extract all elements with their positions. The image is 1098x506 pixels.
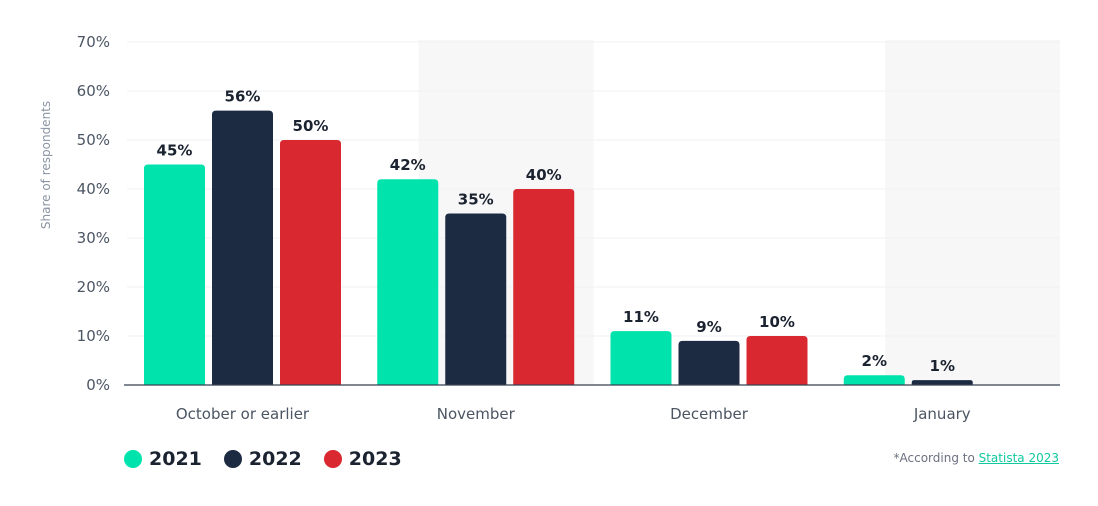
data-label: 9% bbox=[696, 318, 721, 336]
legend-item: 2022 bbox=[223, 448, 302, 470]
y-tick-label: 20% bbox=[77, 278, 110, 296]
x-tick-label: November bbox=[437, 405, 516, 423]
bar bbox=[746, 336, 808, 385]
data-label: 42% bbox=[390, 156, 426, 174]
y-tick-label: 50% bbox=[77, 131, 110, 149]
legend-swatch bbox=[323, 450, 342, 468]
x-tick-label: January bbox=[913, 405, 971, 423]
y-tick-label: 70% bbox=[77, 33, 110, 51]
legend-item: 2021 bbox=[124, 448, 202, 470]
legend-swatch bbox=[223, 450, 242, 468]
legend-label: 2021 bbox=[149, 448, 202, 470]
data-label: 1% bbox=[930, 357, 955, 375]
y-tick-label: 30% bbox=[77, 229, 110, 247]
bar bbox=[911, 380, 973, 385]
source-note: *According to Statista 2023 bbox=[894, 451, 1060, 465]
y-tick-label: 10% bbox=[77, 327, 110, 345]
bar bbox=[377, 179, 439, 385]
x-axis-ticks: October or earlier November December Januar… bbox=[176, 405, 971, 423]
y-tick-label: 60% bbox=[77, 82, 110, 100]
bar-chart: 0% 10% 20% 30% 40% 50% 60% 70% Share of respond… bbox=[39, 33, 1060, 423]
y-tick-label: 0% bbox=[86, 376, 110, 394]
category-shade bbox=[885, 40, 1060, 385]
data-label: 11% bbox=[623, 308, 659, 326]
source-prefix: *According to bbox=[893, 451, 979, 465]
source-link[interactable]: Statista 2023 bbox=[978, 451, 1059, 465]
y-tick-label: 40% bbox=[77, 180, 110, 198]
data-label: 50% bbox=[293, 117, 329, 135]
data-label: 10% bbox=[759, 313, 795, 331]
legend-swatch bbox=[124, 450, 142, 468]
y-axis-ticks: 0% 10% 20% 30% 40% 50% 60% 70% bbox=[77, 33, 110, 394]
legend-label: 2022 bbox=[248, 448, 302, 470]
legend: 2021 2022 2023 bbox=[124, 448, 424, 470]
x-tick-label: October or earlier bbox=[176, 405, 310, 423]
data-label: 45% bbox=[157, 142, 193, 160]
y-axis-label: Share of respondents bbox=[39, 101, 53, 229]
data-label: 2% bbox=[862, 352, 887, 370]
bar bbox=[678, 340, 740, 385]
data-labels: 45% 56% 50% 42% 35% 40% 11% 9% 10% 2% 1% bbox=[157, 88, 955, 376]
x-tick-label: December bbox=[670, 405, 749, 423]
bar bbox=[843, 375, 905, 385]
data-label: 35% bbox=[458, 191, 494, 209]
legend-item: 2023 bbox=[323, 448, 402, 470]
bar bbox=[513, 189, 575, 385]
bar bbox=[445, 213, 507, 385]
bar bbox=[144, 164, 205, 385]
data-label: 56% bbox=[225, 88, 261, 106]
bar bbox=[280, 140, 341, 385]
bar bbox=[212, 110, 273, 385]
bar bbox=[610, 331, 672, 385]
legend-label: 2023 bbox=[348, 448, 402, 470]
data-label: 40% bbox=[526, 166, 562, 184]
bars bbox=[144, 110, 973, 385]
